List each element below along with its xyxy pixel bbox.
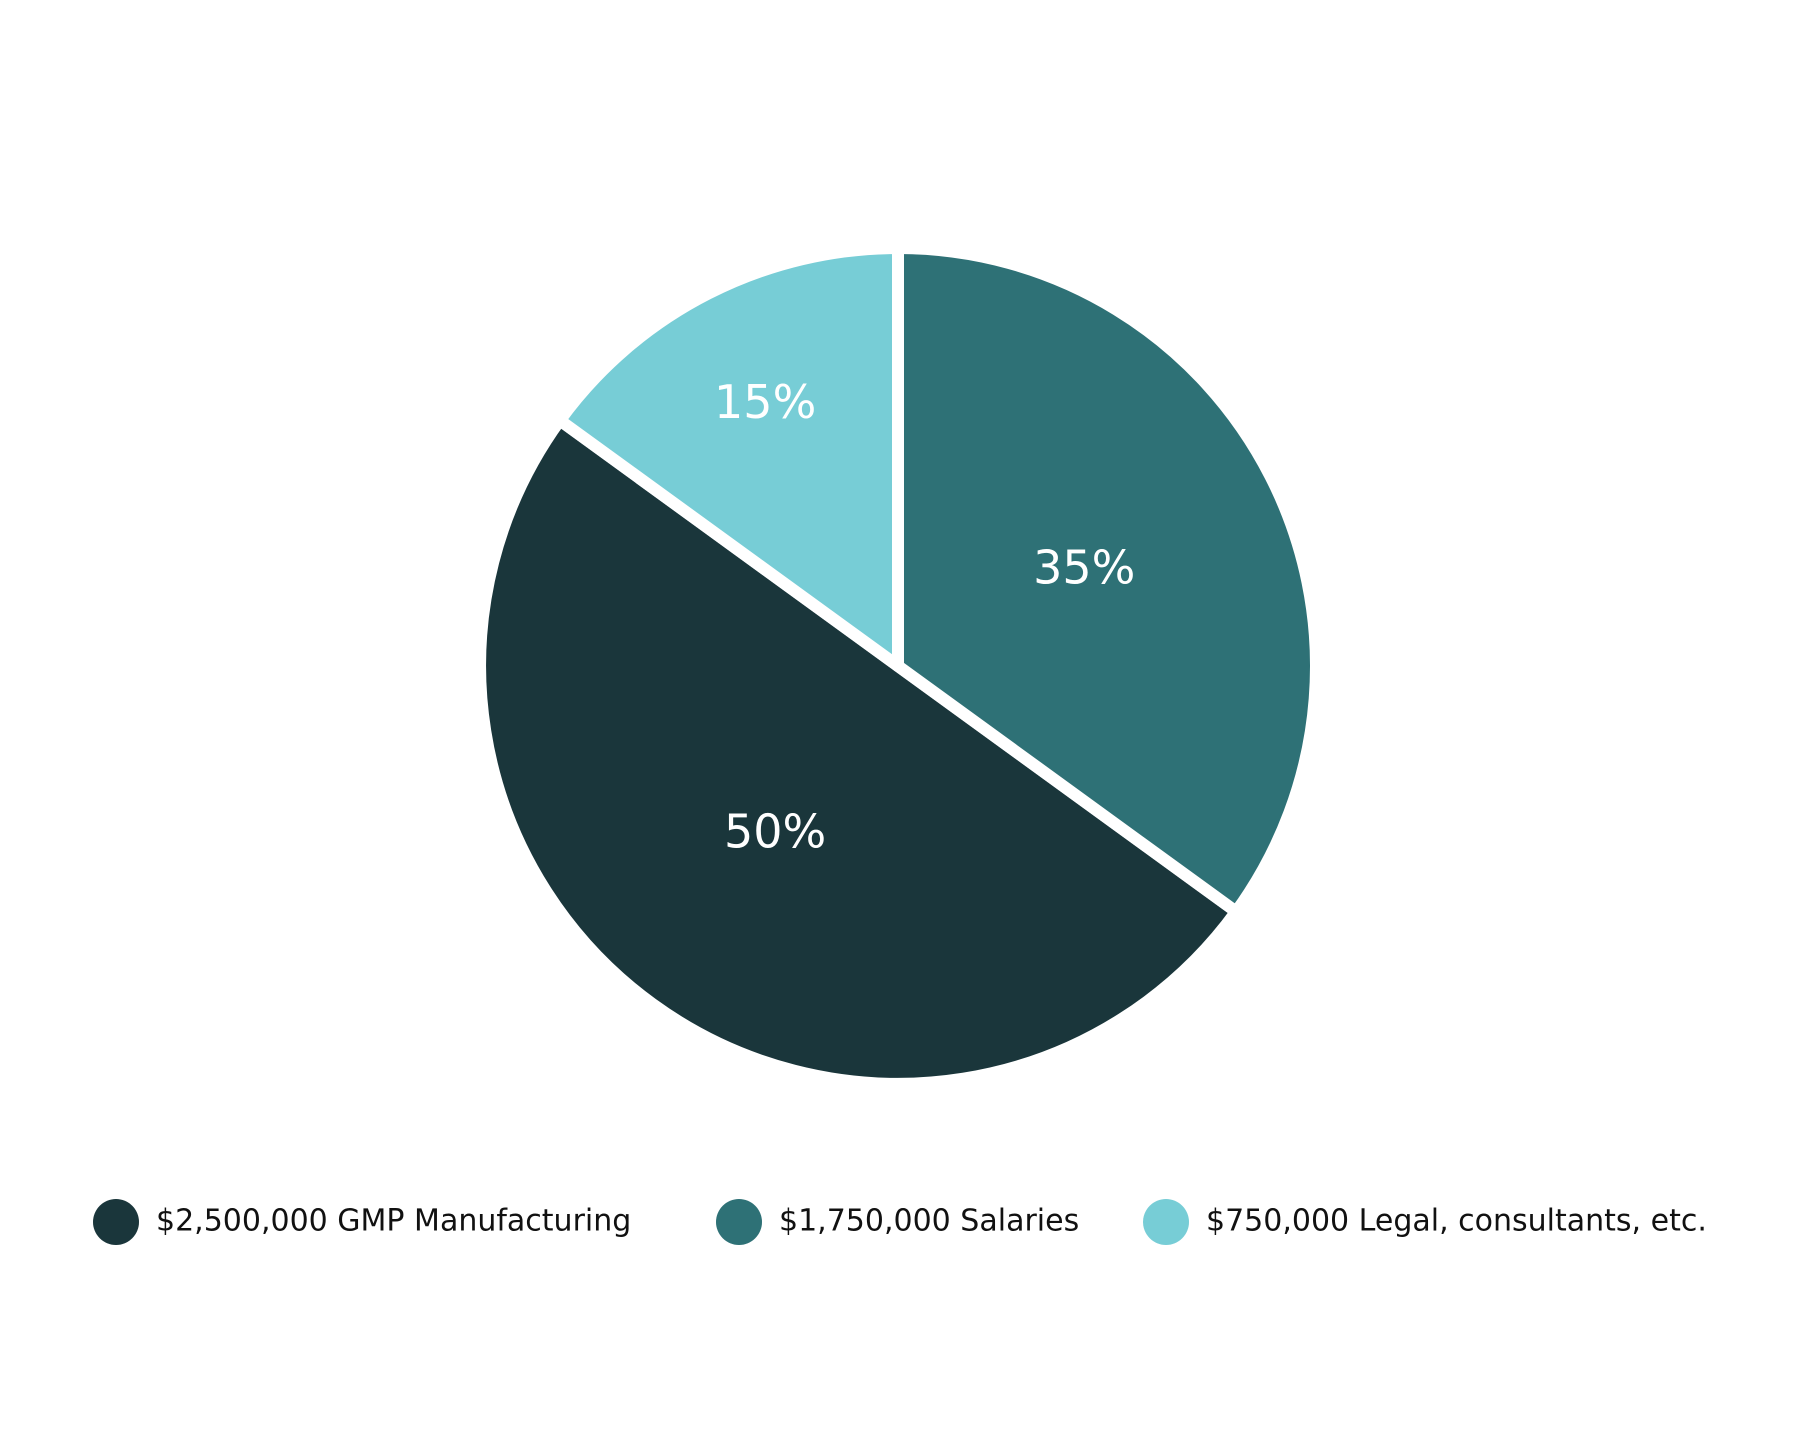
legend-label: $2,500,000 GMP Manufacturing: [156, 1204, 631, 1239]
legend-swatch: [93, 1199, 139, 1245]
legend-swatch: [716, 1199, 762, 1245]
pie-slice: [474, 414, 1243, 1090]
legend-swatch: [1143, 1199, 1189, 1245]
slice-label: 50%: [724, 805, 826, 859]
legend-label: $1,750,000 Salaries: [779, 1204, 1079, 1239]
slice-label: 15%: [714, 375, 816, 429]
slice-label: 35%: [1033, 541, 1135, 595]
legend-label: $750,000 Legal, consultants, etc.: [1206, 1204, 1707, 1239]
pie-slice: [892, 242, 1322, 918]
pie-slice: [553, 242, 904, 672]
